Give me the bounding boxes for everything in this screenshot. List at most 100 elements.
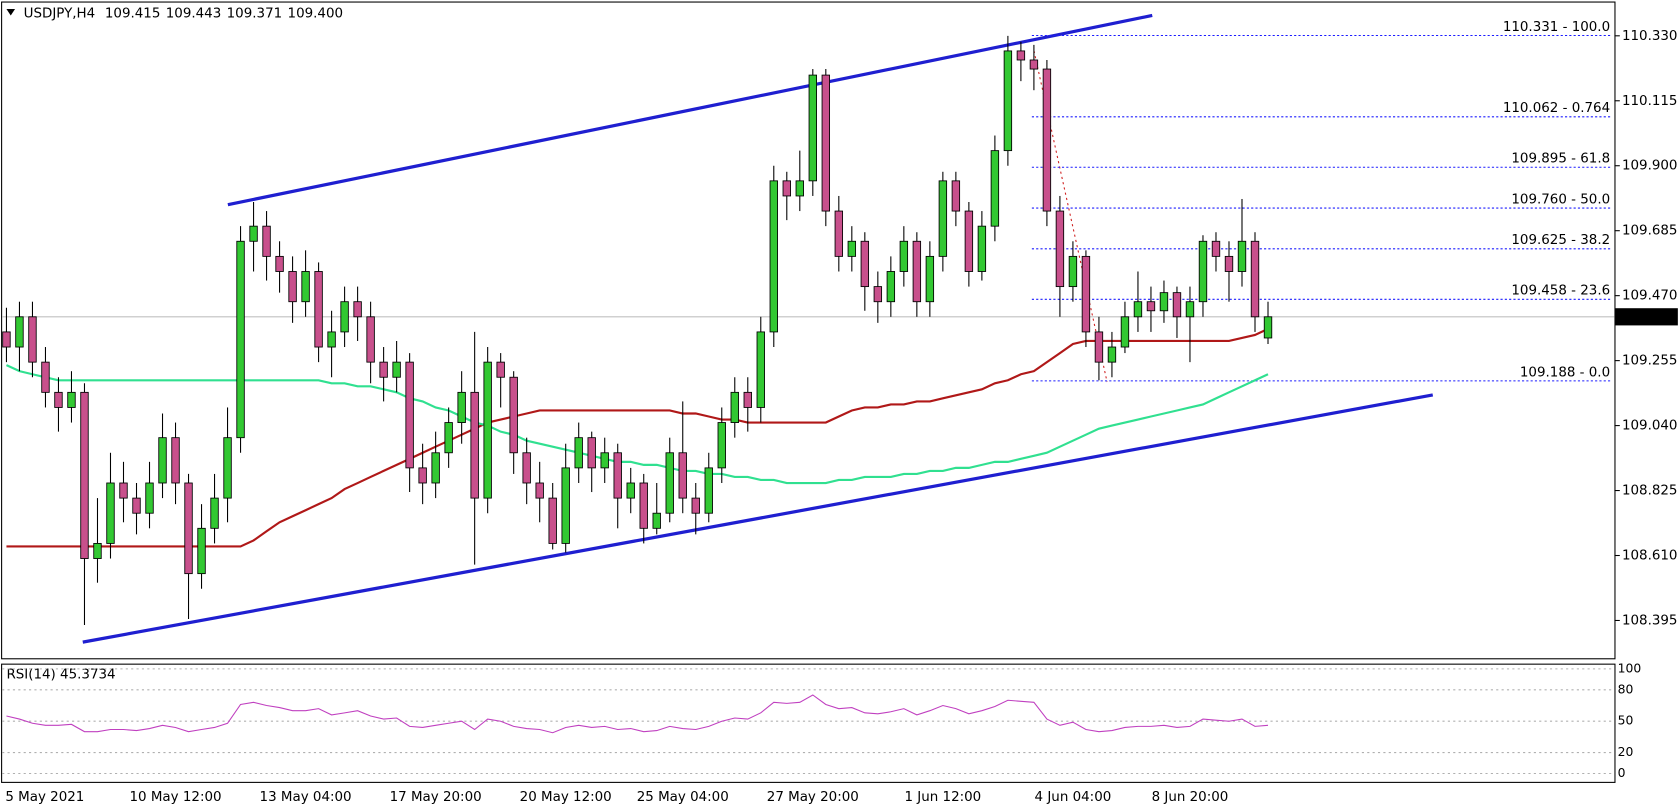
candle-body xyxy=(587,437,596,469)
candle-body xyxy=(236,240,245,439)
candle-body xyxy=(977,225,987,272)
x-tick-label: 17 May 20:00 xyxy=(390,790,482,805)
fib-label: 109.458 - 23.6 xyxy=(1511,284,1610,299)
candle-body xyxy=(626,482,635,499)
collapse-icon xyxy=(6,9,16,16)
y-tick-label: 108.610 xyxy=(1622,549,1678,564)
candle-body xyxy=(158,437,167,484)
candle-body xyxy=(535,482,544,499)
x-tick-label: 25 May 04:00 xyxy=(637,790,729,805)
candle-body xyxy=(314,271,323,348)
symbol: USDJPY,H4 xyxy=(24,6,96,21)
candle-body xyxy=(509,376,518,454)
candle-body xyxy=(1081,255,1091,333)
rsi-tick-label: 100 xyxy=(1618,661,1642,675)
candle-body xyxy=(808,74,817,182)
candle-body xyxy=(1211,240,1221,257)
candle-body xyxy=(145,482,154,514)
candle-body xyxy=(1224,255,1234,272)
candle-body xyxy=(730,391,739,423)
candle-body xyxy=(938,180,948,257)
moving-average xyxy=(5,364,1269,485)
candle-body xyxy=(574,437,583,469)
y-tick-label: 110.115 xyxy=(1622,94,1678,109)
candle-body xyxy=(964,210,974,272)
candle-body xyxy=(431,452,440,484)
fib-label: 110.331 - 100.0 xyxy=(1503,20,1610,35)
candle-body xyxy=(405,361,414,469)
x-tick-label: 4 Jun 04:00 xyxy=(1035,790,1112,805)
candle-body xyxy=(1159,292,1169,312)
last-price-tag xyxy=(1615,308,1678,326)
candle-body xyxy=(15,316,24,348)
candle-body xyxy=(522,452,531,484)
candle-body xyxy=(665,452,674,514)
upper-channel-line xyxy=(227,13,1153,207)
candle-body xyxy=(795,180,804,197)
moving-average xyxy=(6,327,1269,548)
x-tick-label: 10 May 12:00 xyxy=(130,790,222,805)
candle-body xyxy=(483,361,492,499)
candle-body xyxy=(1055,210,1065,288)
candle-body xyxy=(1198,240,1208,303)
candle-body xyxy=(951,180,961,212)
y-tick-label: 109.900 xyxy=(1622,159,1678,174)
candle-body xyxy=(171,437,180,484)
candle-body xyxy=(327,331,336,348)
candle-body xyxy=(67,391,76,408)
candle-body xyxy=(41,361,50,393)
candle-body xyxy=(639,482,648,529)
candle-body xyxy=(561,467,570,544)
candle-body xyxy=(184,482,193,575)
y-tick-label: 109.470 xyxy=(1622,289,1678,304)
candle-body xyxy=(717,422,726,469)
rsi-title: RSI(14) 45.3734 xyxy=(6,667,115,682)
candle-body xyxy=(548,497,557,544)
ohlc-value: 109.371 xyxy=(227,6,283,21)
candle-body xyxy=(262,225,271,257)
x-tick-label: 5 May 2021 xyxy=(5,790,84,805)
candle-body xyxy=(1120,316,1130,348)
candle-body xyxy=(678,452,687,499)
candle-body xyxy=(1068,255,1078,288)
ohlc-value: 109.415 xyxy=(105,6,161,21)
candle-body xyxy=(1172,292,1182,318)
candle-body xyxy=(1146,301,1156,312)
x-tick-label: 27 May 20:00 xyxy=(767,790,859,805)
y-tick-label: 110.330 xyxy=(1622,29,1678,44)
candle-body xyxy=(444,422,453,454)
candle-body xyxy=(769,180,778,333)
candle-body xyxy=(1016,50,1026,61)
rsi-tick-label: 20 xyxy=(1618,745,1634,759)
candle-body xyxy=(1250,240,1260,318)
lower-channel-line xyxy=(82,393,1434,644)
ohlc-value: 109.443 xyxy=(166,6,222,21)
candle-body xyxy=(1003,50,1013,152)
candle-body xyxy=(249,225,258,242)
candle-body xyxy=(1263,316,1273,339)
fib-label: 110.062 - 0.764 xyxy=(1503,101,1610,116)
candle-body xyxy=(600,452,609,469)
candle-body xyxy=(457,391,466,423)
candle-body xyxy=(132,497,141,514)
rsi-tick-label: 50 xyxy=(1618,714,1634,728)
y-tick-label: 109.685 xyxy=(1622,224,1678,239)
candle-body xyxy=(847,240,857,257)
candle-body xyxy=(1029,59,1039,70)
candle-body xyxy=(1042,68,1052,212)
y-tick-label: 109.255 xyxy=(1622,354,1678,369)
candle-body xyxy=(379,361,388,378)
candle-body xyxy=(54,391,63,408)
candle-body xyxy=(93,542,102,559)
x-tick-label: 1 Jun 12:00 xyxy=(904,790,981,805)
x-tick-label: 20 May 12:00 xyxy=(520,790,612,805)
candle-body xyxy=(418,467,427,484)
fib-label: 109.188 - 0.0 xyxy=(1520,365,1610,380)
candle-body xyxy=(886,271,896,303)
fib-label: 109.895 - 61.8 xyxy=(1511,152,1610,167)
rsi-line xyxy=(6,694,1269,734)
fib-label: 109.760 - 50.0 xyxy=(1511,192,1610,207)
candle-body xyxy=(782,180,791,197)
